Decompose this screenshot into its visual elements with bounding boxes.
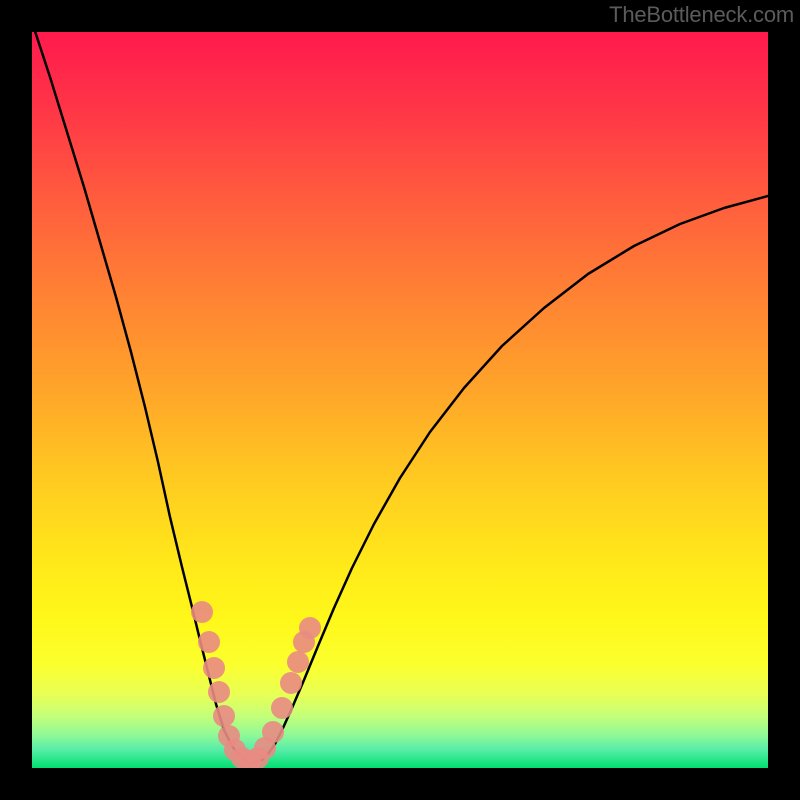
marker-dot — [280, 672, 302, 694]
plot-area — [32, 32, 768, 768]
chart-frame: TheBottleneck.com — [0, 0, 800, 800]
marker-dot — [299, 617, 321, 639]
marker-dot — [208, 681, 230, 703]
v-curve-path — [32, 32, 768, 762]
marker-dot — [203, 657, 225, 679]
marker-dot — [213, 705, 235, 727]
marker-dot — [198, 631, 220, 653]
marker-dot — [262, 721, 284, 743]
watermark-label: TheBottleneck.com — [609, 2, 794, 28]
marker-dot — [287, 651, 309, 673]
marker-dot — [191, 601, 213, 623]
marker-dot — [271, 697, 293, 719]
curve-layer — [32, 32, 768, 768]
